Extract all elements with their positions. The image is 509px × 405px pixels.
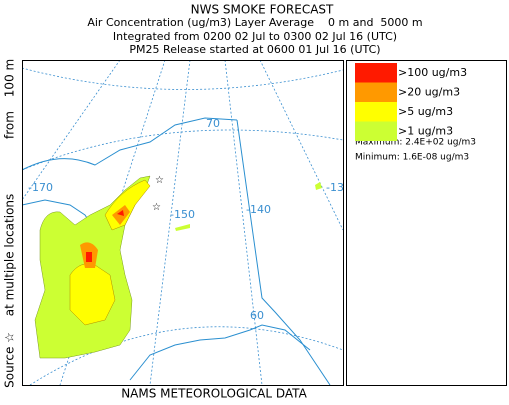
latitude-line [22,67,343,90]
source-text: Source ☆ [3,332,17,388]
legend-swatch [355,63,397,83]
minimum: Minimum: 1.6E-08 ug/m3 [355,153,469,163]
legend: Maximum: 2.4E+02 ug/m3 Minimum: 1.6E-08 … [346,60,507,386]
source-label: Source ☆ at multiple locations from 100 … [3,59,17,388]
footer: NAMS METEOROLOGICAL DATA [121,387,307,401]
longitude-line [149,60,191,385]
source-text: at multiple locations [3,194,17,317]
legend-frame [346,60,507,386]
subtitle: Integrated from 0200 02 Jul to 0300 02 J… [113,30,397,43]
legend-label: >1 ug/m3 [398,125,453,138]
longitude-line [22,60,121,201]
map-label: 60 [250,309,264,322]
plume-area [117,210,124,216]
legend-label: >100 ug/m3 [398,66,467,79]
source-text: from [3,111,17,139]
title: NWS SMOKE FORECAST [191,3,334,17]
legend-label: >20 ug/m3 [398,86,460,99]
latitude-line [22,129,343,171]
longitude-line [224,60,263,385]
plume-area [315,182,322,190]
longitude-line [259,60,343,231]
source-text: 100 m [3,59,17,97]
plume-area [175,224,190,231]
map-frame [22,60,344,386]
subtitle: Air Concentration (ug/m3) Layer Average … [87,16,422,29]
source-star: ☆ [155,175,164,186]
legend-swatch [355,82,397,102]
legend-swatch [355,102,397,122]
map-label: -130 [326,181,351,194]
map-label: -170 [28,181,53,194]
map: ☆ ☆ -170 -150 -140 -130 70 60 [22,60,351,386]
map-label: -150 [170,208,195,221]
legend-swatch [355,121,397,141]
latitude-line [29,326,343,385]
subtitle: PM25 Release started at 0600 01 Jul 16 (… [129,43,380,56]
plume-area [86,252,92,262]
smoke-plume: ☆ ☆ [34,175,322,359]
border [236,119,331,385]
source-star: ☆ [152,202,161,213]
maximum: Maximum: 2.4E+02 ug/m3 [355,138,476,148]
legend-label: >5 ug/m3 [398,105,453,118]
map-label: -140 [246,203,271,216]
map-label: 70 [206,117,220,130]
